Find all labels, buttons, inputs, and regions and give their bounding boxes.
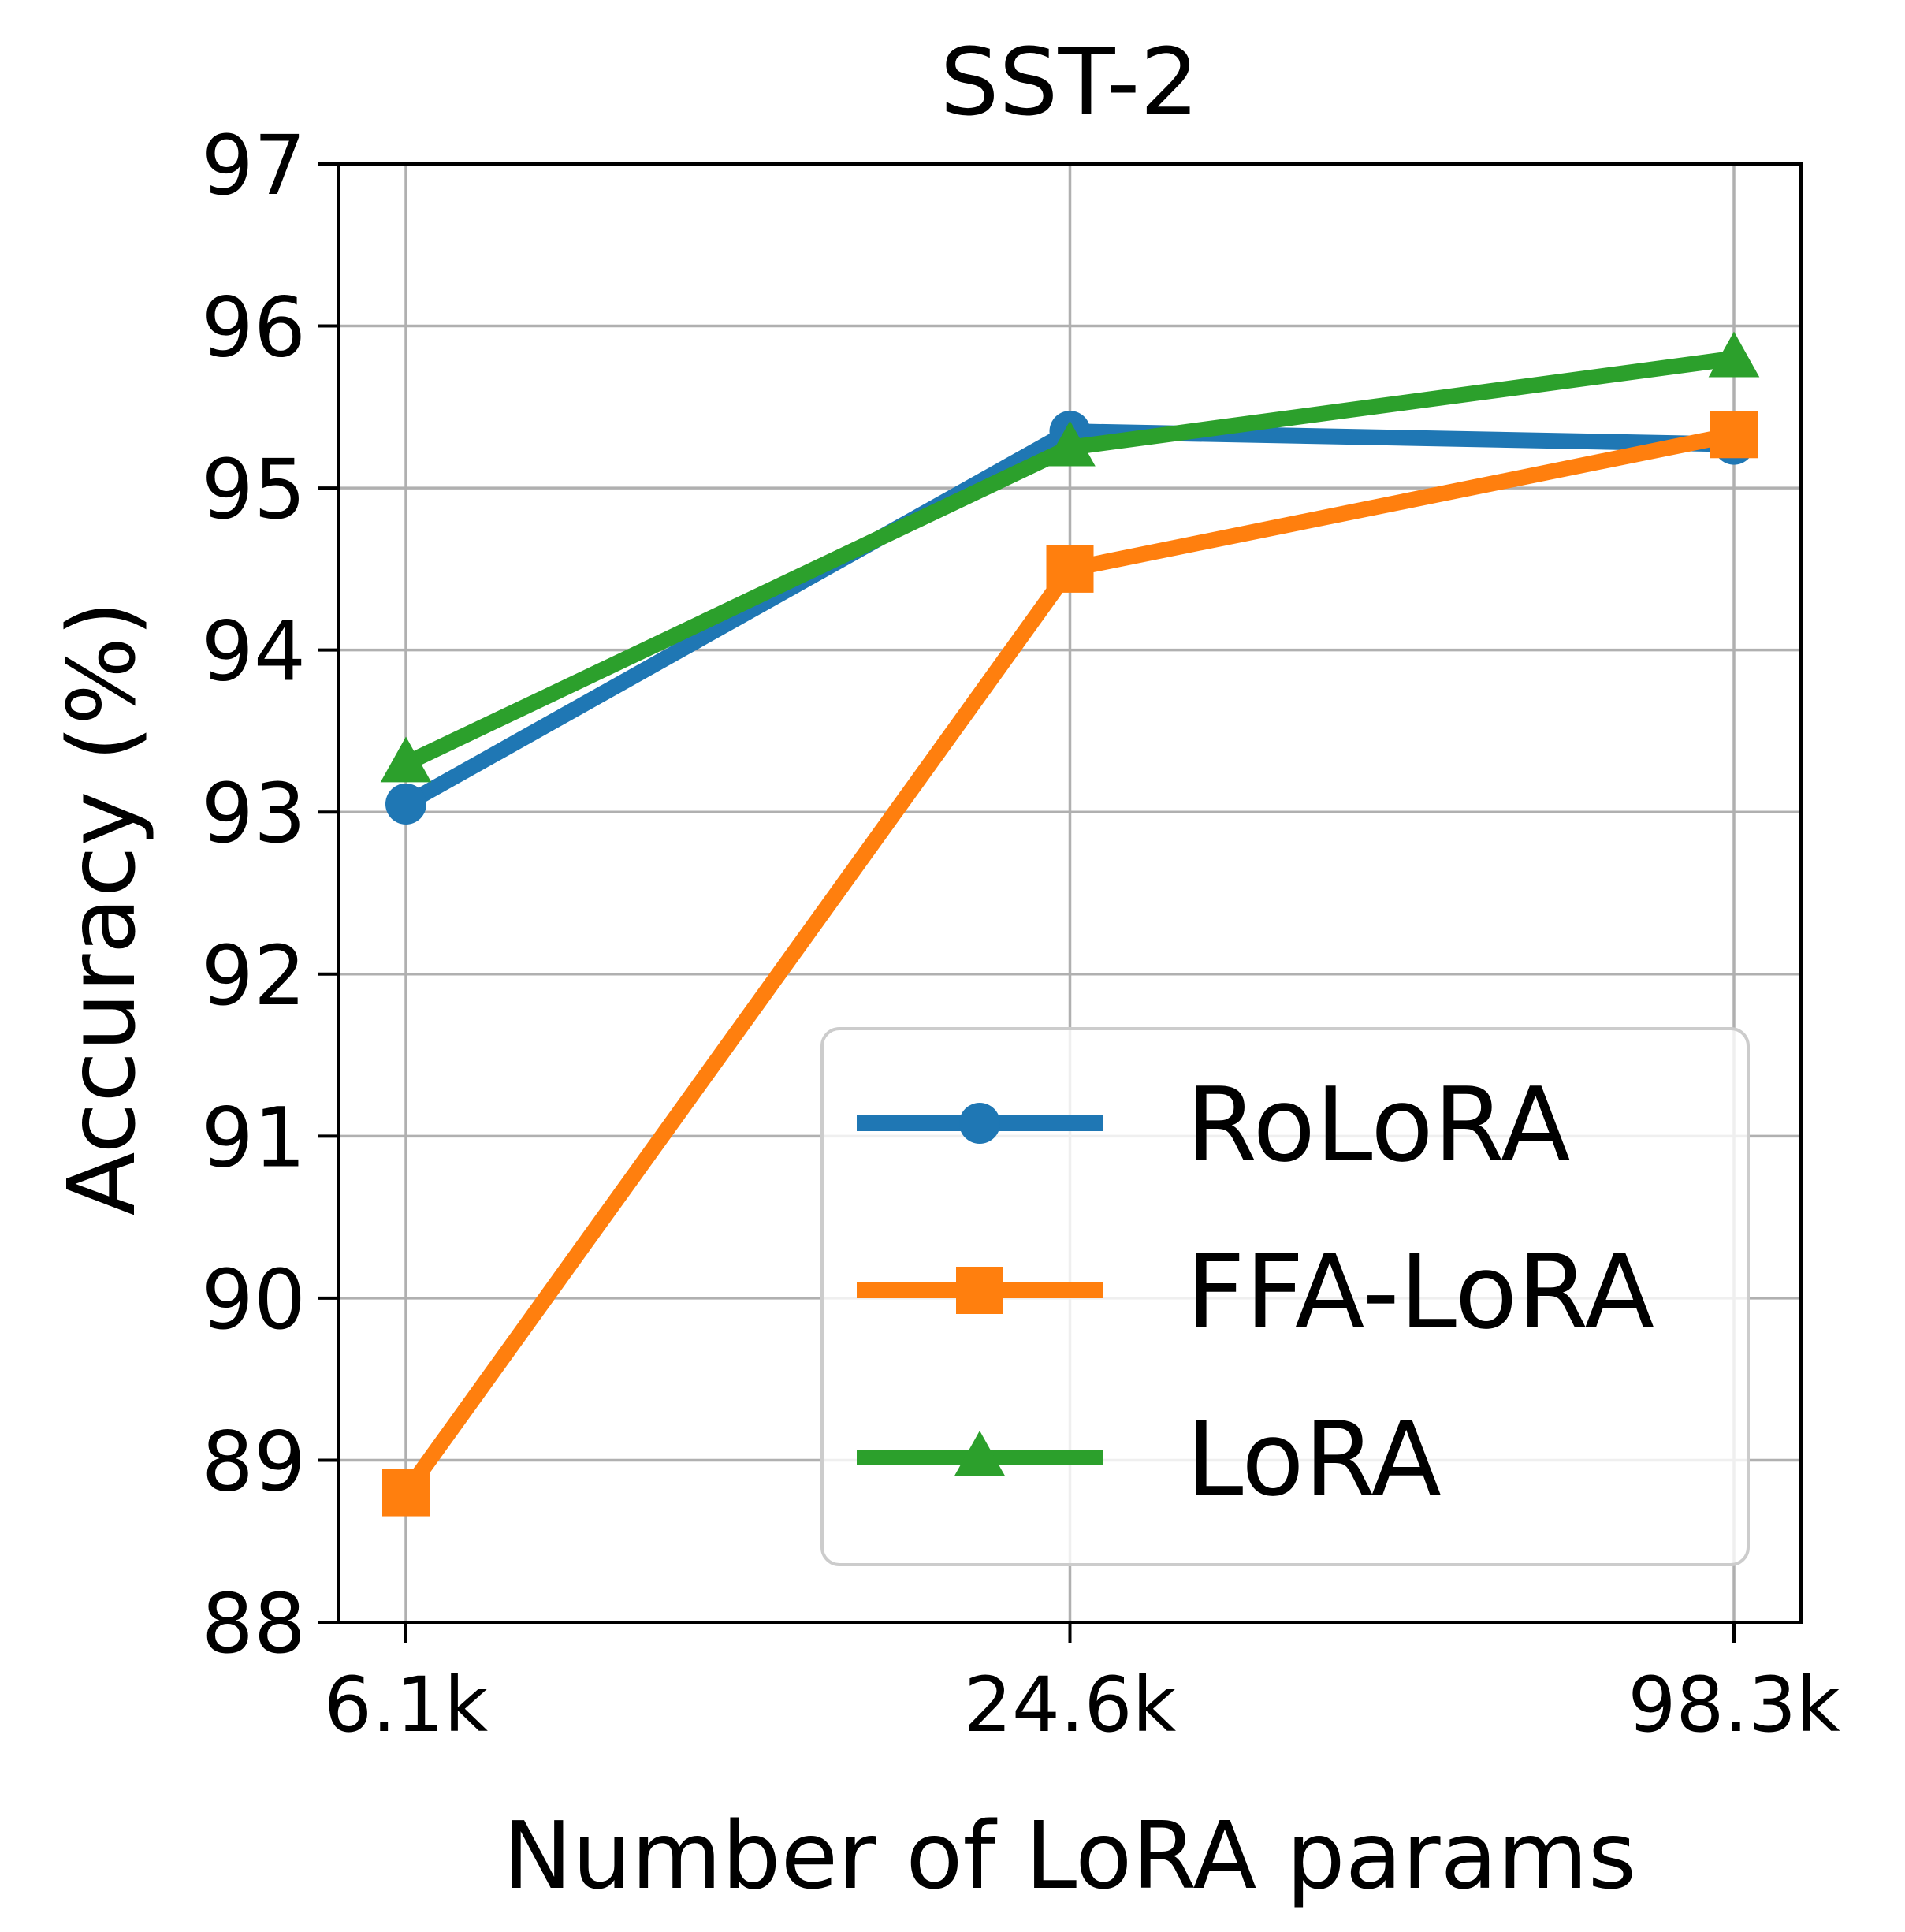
y-tick-label: 88 [202,1576,306,1672]
y-axis-label: Accuracy (%) [47,601,156,1215]
y-tick-label: 89 [202,1413,306,1509]
legend-marker-ffa-lora [956,1267,1003,1314]
chart-title: SST-2 [940,28,1200,136]
legend-marker-lora [954,1431,1006,1476]
axis-ticks: 88 89 90 91 92 93 94 95 96 97 6.1k 24.6k 98.3k [202,117,1840,1749]
y-tick-label: 96 [202,280,306,376]
x-tick-label: 6.1k [324,1661,489,1749]
legend-item-ffa-lora: FFA-LoRA [857,1232,1654,1352]
rolora-point [385,783,426,825]
ffa-lora-point [382,1469,430,1517]
lora-point [1708,331,1760,378]
x-tick-label: 24.6k [964,1661,1177,1749]
legend-item-rolora: RoLoRA [857,1065,1571,1185]
legend-label-ffa-lora: FFA-LoRA [1186,1232,1654,1352]
series-ffa-lora [382,411,1758,1517]
legend: RoLoRA FFA-LoRA LoRA [820,1027,1750,1566]
y-tick-label: 90 [202,1252,306,1348]
lora-point [380,736,432,783]
legend-box [820,1027,1750,1566]
y-tick-label: 95 [202,441,306,538]
ffa-lora-point [1710,411,1758,459]
x-tick-label: 98.3k [1628,1661,1840,1749]
series-group [380,331,1760,1517]
legend-marker-rolora [959,1103,1000,1144]
y-tick-label: 97 [202,117,306,214]
series-lora [380,331,1760,783]
legend-item-lora: LoRA [857,1399,1442,1519]
legend-label-lora: LoRA [1186,1399,1442,1519]
y-tick-label: 92 [202,928,306,1024]
lora-point [1044,420,1096,467]
ffa-lora-point [1046,545,1094,593]
x-axis-label: Number of LoRA params [503,1801,1637,1910]
y-tick-label: 91 [202,1089,306,1186]
legend-label-rolora: RoLoRA [1186,1065,1571,1185]
y-tick-label: 93 [202,765,306,862]
y-tick-label: 94 [202,604,306,700]
